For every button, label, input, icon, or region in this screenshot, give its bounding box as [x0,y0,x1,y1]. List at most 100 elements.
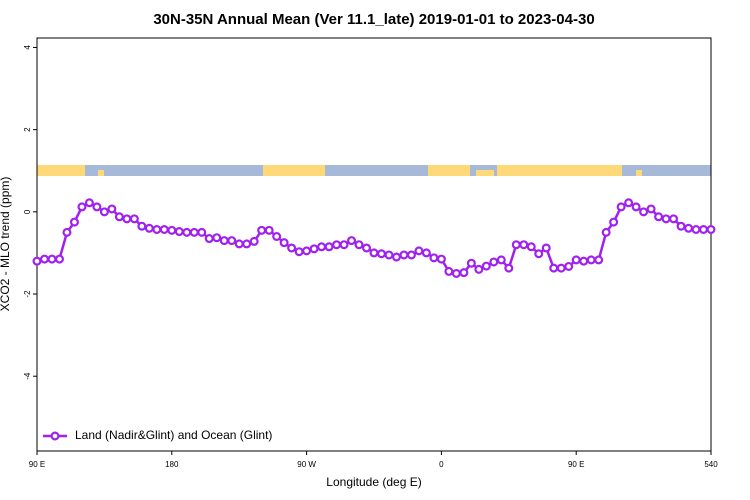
data-point [122,214,132,224]
data-point [549,263,559,273]
data-point [609,217,619,227]
data-point [137,221,147,231]
data-point [511,240,521,250]
data-point [144,223,154,233]
data-point [661,214,671,224]
data-point [167,225,177,235]
data-point [684,223,694,233]
data-point [272,231,282,241]
legend-label: Land (Nadir&Glint) and Ocean (Glint) [75,428,272,442]
data-point [47,254,57,264]
data-point [534,249,544,259]
data-point [594,255,604,265]
data-point [504,263,514,273]
land-band [37,165,85,176]
data-point [384,250,394,260]
data-point [421,248,431,258]
data-point [309,244,319,254]
data-point [459,268,469,278]
data-point [317,242,327,252]
data-point [564,261,574,271]
data-point [129,214,139,224]
data-point [496,255,506,265]
data-point [474,264,484,274]
plot-frame [36,37,712,452]
x-tick-label: 540 [704,460,718,469]
data-point [287,243,297,253]
data-point [234,239,244,249]
data-point [197,227,207,237]
land-band [476,170,494,176]
x-tick-label: 90 E [29,460,45,469]
y-tick-label: 4 [23,45,32,50]
data-point [302,246,312,256]
x-axis-label: Longitude (deg E) [326,475,421,489]
data-point [654,212,664,222]
legend-marker [50,431,60,441]
x-tick-label: 180 [165,460,179,469]
y-tick-label: -4 [23,372,32,380]
y-axis-label: XCO2 - MLO trend (ppm) [0,177,12,312]
data-point [579,256,589,266]
data-point [601,227,611,237]
chart-title: 30N-35N Annual Mean (Ver 11.1_late) 2019… [153,11,594,28]
data-point [92,202,102,212]
data-point [691,225,701,235]
land-band [428,165,470,176]
data-point [159,225,169,235]
land-band [636,170,642,176]
data-point [257,225,267,235]
data-point [347,236,357,246]
data-point [242,239,252,249]
data-point [294,247,304,257]
data-point [646,204,656,214]
data-point [279,238,289,248]
data-point [391,252,401,262]
data-point [526,242,536,252]
data-point [676,221,686,231]
data-point [436,254,446,264]
data-point [189,227,199,237]
data-point [54,254,64,264]
data-point [586,255,596,265]
data-point [249,236,259,246]
data-point [451,268,461,278]
land-band [497,165,622,176]
data-point [362,243,372,253]
data-point [616,202,626,212]
data-point [429,253,439,263]
data-point [414,246,424,256]
data-point [77,202,87,212]
data-point [481,261,491,271]
data-point [631,202,641,212]
data-point [332,240,342,250]
data-point [339,240,349,250]
data-point [204,234,214,244]
data-point [406,250,416,260]
data-point [466,258,476,268]
land-ocean-band [37,165,711,176]
data-point [624,198,634,208]
data-point [369,248,379,258]
land-band [263,165,325,176]
data-point [444,266,454,276]
data-point [84,198,94,208]
data-point [571,255,581,265]
data-point [376,249,386,259]
data-point [639,207,649,217]
data-point [107,204,117,214]
data-point [99,207,109,217]
data-point [699,225,709,235]
data-point [541,243,551,253]
ocean-band [37,165,711,176]
data-point [519,240,529,250]
x-tick-label: 90 E [568,460,584,469]
series-line [36,201,711,275]
data-point [174,227,184,237]
data-point [354,240,364,250]
y-tick-label: 0 [23,209,32,214]
data-point [324,242,334,252]
data-point [39,254,49,264]
data-point [556,263,566,273]
